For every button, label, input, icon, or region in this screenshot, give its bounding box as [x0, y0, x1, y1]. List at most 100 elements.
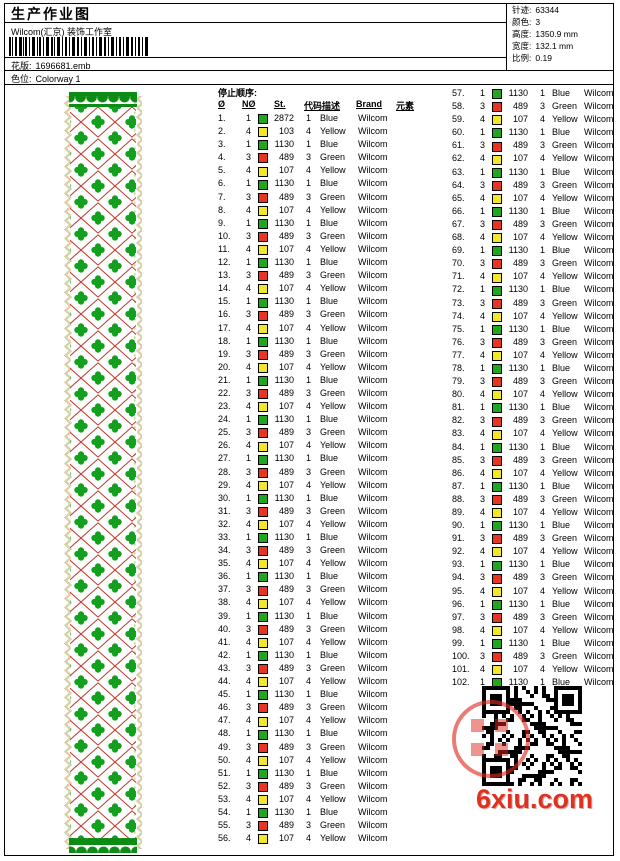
color-description: Yellow: [552, 271, 578, 282]
color-swatch: [492, 167, 502, 178]
row-number: 76.: [452, 336, 465, 347]
row-number: 53.: [218, 793, 231, 804]
color-description: Green: [320, 387, 346, 398]
table-row: 91. 3 489 3 Green Wilcom: [452, 532, 620, 545]
color-description: Green: [320, 545, 346, 556]
table-row: 87. 1 1130 1 Blue Wilcom: [452, 480, 620, 493]
table-row: 64. 3 489 3 Green Wilcom: [452, 179, 620, 192]
thread-brand: Wilcom: [358, 243, 388, 254]
stitch-count: 489: [278, 702, 294, 713]
color-description: Yellow: [320, 401, 346, 412]
thread-brand: Wilcom: [358, 361, 388, 372]
color-swatch: [258, 402, 268, 413]
color-description: Green: [552, 533, 578, 544]
needle-number: 1: [480, 677, 486, 688]
thread-brand: Wilcom: [584, 677, 614, 688]
thread-code: 3: [306, 662, 312, 673]
thread-code: 1: [306, 257, 312, 268]
table-row: 99. 1 1130 1 Blue Wilcom: [452, 637, 620, 650]
thread-brand: Wilcom: [584, 572, 614, 583]
row-number: 33.: [218, 532, 231, 542]
stitch-count: 489: [278, 387, 294, 398]
stitch-count: 1130: [508, 166, 528, 177]
color-description: Green: [552, 140, 578, 151]
needle-number: 3: [480, 572, 486, 583]
thread-brand: Wilcom: [584, 428, 614, 439]
needle-number: 1: [480, 127, 486, 138]
stitch-count: 107: [278, 243, 294, 254]
color-swatch: [258, 310, 268, 321]
table-row: 95. 4 107 4 Yellow Wilcom: [452, 585, 620, 598]
table-row: 27. 1 1130 1 Blue Wilcom: [218, 452, 418, 465]
table-row: 90. 1 1130 1 Blue Wilcom: [452, 519, 620, 532]
row-number: 36.: [218, 571, 231, 582]
color-description: Yellow: [320, 440, 346, 451]
stitch-count: 107: [512, 114, 528, 125]
color-swatch: [492, 652, 502, 663]
color-description: Blue: [320, 139, 339, 150]
needle-number: 4: [480, 389, 486, 400]
scale-label: 比例:: [512, 53, 532, 63]
color-description: Blue: [320, 492, 339, 503]
thread-code: 3: [540, 101, 546, 112]
table-row: 43. 3 489 3 Green Wilcom: [218, 662, 418, 675]
height-value: 1350.9 mm: [535, 29, 578, 39]
row-number: 49.: [218, 741, 231, 752]
divider: [4, 84, 614, 85]
needle-number: 3: [480, 179, 486, 190]
needle-number: 3: [480, 651, 486, 662]
color-swatch: [492, 154, 502, 165]
needle-number: 1: [246, 689, 252, 700]
table-row: 93. 1 1130 1 Blue Wilcom: [452, 558, 620, 571]
color-description: Yellow: [552, 507, 578, 517]
header-stitches: St.: [274, 99, 286, 109]
stitch-count: 107: [278, 676, 294, 687]
table-row: 36. 1 1130 1 Blue Wilcom: [218, 570, 418, 583]
needle-number: 1: [246, 492, 252, 503]
color-description: Blue: [320, 374, 339, 385]
thread-brand: Wilcom: [584, 166, 614, 177]
color-swatch: [258, 362, 268, 373]
color-swatch: [258, 389, 268, 400]
row-number: 38.: [218, 597, 231, 608]
colors-line: 颜色: 3: [512, 16, 578, 28]
color-description: Blue: [552, 362, 571, 373]
table-row: 35. 4 107 4 Yellow Wilcom: [218, 557, 418, 570]
row-number: 71.: [452, 271, 465, 282]
color-description: Green: [320, 702, 346, 713]
color-swatch: [258, 703, 268, 714]
color-swatch: [258, 480, 268, 491]
needle-number: 3: [480, 493, 486, 504]
needle-number: 3: [246, 191, 252, 202]
thread-code: 3: [540, 297, 546, 308]
divider: [4, 57, 506, 58]
row-number: 95.: [452, 585, 465, 596]
needle-number: 1: [246, 296, 252, 307]
stitch-count: 1130: [508, 637, 528, 648]
color-swatch: [258, 415, 268, 426]
thread-brand: Wilcom: [358, 440, 388, 451]
row-number: 26.: [218, 440, 231, 451]
stitch-count: 107: [512, 585, 528, 596]
stitch-count: 107: [278, 283, 294, 294]
color-swatch: [258, 677, 268, 688]
row-number: 32.: [218, 518, 231, 529]
table-row: 26. 4 107 4 Yellow Wilcom: [218, 439, 418, 452]
thread-code: 4: [306, 165, 312, 176]
color-swatch: [258, 755, 268, 766]
color-swatch: [492, 599, 502, 610]
needle-number: 3: [246, 702, 252, 713]
thread-code: 3: [540, 336, 546, 347]
row-number: 92.: [452, 546, 465, 557]
stitch-count: 107: [512, 624, 528, 635]
thread-code: 4: [540, 428, 546, 439]
table-row: 34. 3 489 3 Green Wilcom: [218, 544, 418, 557]
thread-code: 1: [540, 402, 546, 413]
needle-number: 1: [480, 166, 486, 177]
thread-code: 1: [306, 689, 312, 700]
stitch-count: 489: [512, 179, 528, 190]
row-number: 99.: [452, 637, 465, 648]
stitch-count: 489: [512, 454, 528, 465]
color-swatch: [258, 205, 268, 216]
color-swatch: [492, 272, 502, 283]
